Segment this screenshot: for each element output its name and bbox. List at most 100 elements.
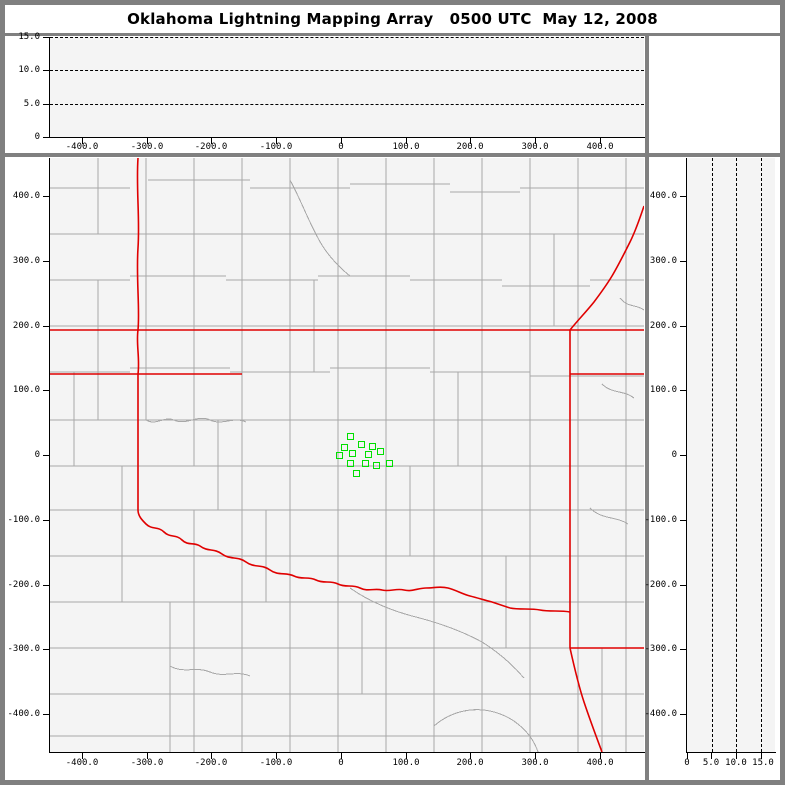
map-xtick-400 [600,753,601,759]
top-left-xtick-300 [535,138,536,144]
right-xtick-15 [761,753,762,759]
altitude-vs-north-south-plot-area[interactable] [687,158,775,752]
right-xtick-0 [687,753,688,759]
top-left-xtick-200 [470,138,471,144]
right-ylabel-100: 100.0 [649,385,677,395]
top-left-xtick--400 [82,138,83,144]
altitude-vs-east-west-plot-area[interactable] [50,37,644,137]
top-left-ytick-15 [43,37,50,38]
right-ylabel--300: -300.0 [644,644,677,654]
map-ytick-200 [43,326,50,327]
map-xtick--300 [147,753,148,759]
blank-corner-panel [649,36,780,153]
lightning-source-marker [335,452,343,460]
right-ylabel-300: 300.0 [649,256,677,266]
title-bar: Oklahoma Lightning Mapping Array 0500 UT… [5,5,780,33]
map-ylabel-200: 200.0 [12,321,40,331]
rp-gridline-15 [761,158,762,752]
right-ylabel-200: 200.0 [649,321,677,331]
right-xlabel-0: 0 [684,758,690,768]
lightning-source-marker [364,450,372,458]
top-left-xlabel--300: -300.0 [130,142,164,152]
gridline-5 [50,103,644,105]
map-plot-area[interactable] [50,158,644,752]
right-ylabel-0: 0 [671,450,677,460]
top-left-ylabel-10: 10.0 [18,65,40,76]
lightning-source-marker [358,441,366,449]
map-ytick-0 [43,455,50,456]
top-left-xlabel--400: -400.0 [65,142,99,152]
right-ytick-0 [680,455,687,456]
lightning-source-marker [373,462,381,470]
right-ytick-400 [680,196,687,197]
map-ylabel-0: 0 [34,450,40,460]
plan-view-map-panel: 400.0 300.0 200.0 100.0 0 -100.0 -200.0 … [5,157,645,780]
top-left-y-axis [49,37,50,137]
top-left-xlabel-100: 100.0 [392,142,420,152]
right-xlabel-15: 15.0 [752,758,774,768]
top-left-xtick-100 [406,138,407,144]
map-ytick--300 [43,649,50,650]
right-ytick--400 [680,714,687,715]
map-ytick-100 [43,390,50,391]
top-left-xlabel-400: 400.0 [586,142,614,152]
top-left-xlabel--100: -100.0 [259,142,293,152]
rp-gridline-5 [711,158,713,752]
top-left-x-axis [49,137,645,138]
map-ytick-300 [43,261,50,262]
top-left-ylabel-0: 0 [34,132,40,142]
right-panel-x-axis [686,752,776,753]
lightning-source-marker [361,459,369,467]
map-xtick-200 [470,753,471,759]
right-ytick-200 [680,326,687,327]
top-left-xlabel-200: 200.0 [456,142,484,152]
right-ylabel-400: 400.0 [649,191,677,201]
county-state-map [50,158,644,752]
map-xlabel-300: 300.0 [521,758,549,768]
map-ylabel--100: -100.0 [7,515,40,525]
map-xtick--200 [211,753,212,759]
map-ytick--400 [43,714,50,715]
map-xlabel--300: -300.0 [130,758,164,768]
map-ylabel-300: 300.0 [12,256,40,266]
gridline-10 [50,70,644,72]
map-xlabel--400: -400.0 [65,758,99,768]
page-title: Oklahoma Lightning Mapping Array 0500 UT… [127,10,658,28]
map-ylabel--300: -300.0 [7,644,40,654]
rp-gridline-10 [736,158,738,752]
top-left-ylabel-15: 15.0 [18,32,40,42]
lightning-source-marker [352,470,360,478]
map-xtick-100 [406,753,407,759]
map-ytick--200 [43,585,50,586]
top-left-ytick-10 [43,70,50,72]
right-xtick-10 [736,753,737,759]
top-left-xlabel-0: 0 [338,142,344,152]
top-left-xtick-0 [341,138,342,144]
top-left-xlabel--200: -200.0 [194,142,228,152]
map-xlabel-200: 200.0 [456,758,484,768]
right-ytick--100 [680,520,687,521]
altitude-vs-north-south-panel: 400.0 300.0 200.0 100.0 0 -100.0 -200.0 … [644,157,780,780]
map-x-axis [49,752,645,753]
right-xlabel-5: 5.0 [702,758,720,768]
gridline-15 [50,37,644,38]
state-boundaries [50,158,644,752]
map-ylabel--200: -200.0 [7,580,40,590]
map-ytick--100 [43,520,50,521]
top-left-xtick--300 [147,138,148,144]
lightning-source-marker [348,450,356,458]
map-ylabel-400: 400.0 [12,191,40,201]
map-xlabel--100: -100.0 [259,758,293,768]
map-xtick-300 [535,753,536,759]
map-xtick--400 [82,753,83,759]
top-left-xlabel-300: 300.0 [521,142,549,152]
right-xtick-5 [711,753,712,759]
top-left-xtick-400 [600,138,601,144]
right-ytick--200 [680,585,687,586]
right-ylabel--100: -100.0 [644,515,677,525]
top-left-ylabel-5: 5.0 [23,98,40,109]
county-boundaries [50,158,644,752]
lightning-source-marker [346,433,354,441]
map-ylabel--400: -400.0 [7,709,40,719]
